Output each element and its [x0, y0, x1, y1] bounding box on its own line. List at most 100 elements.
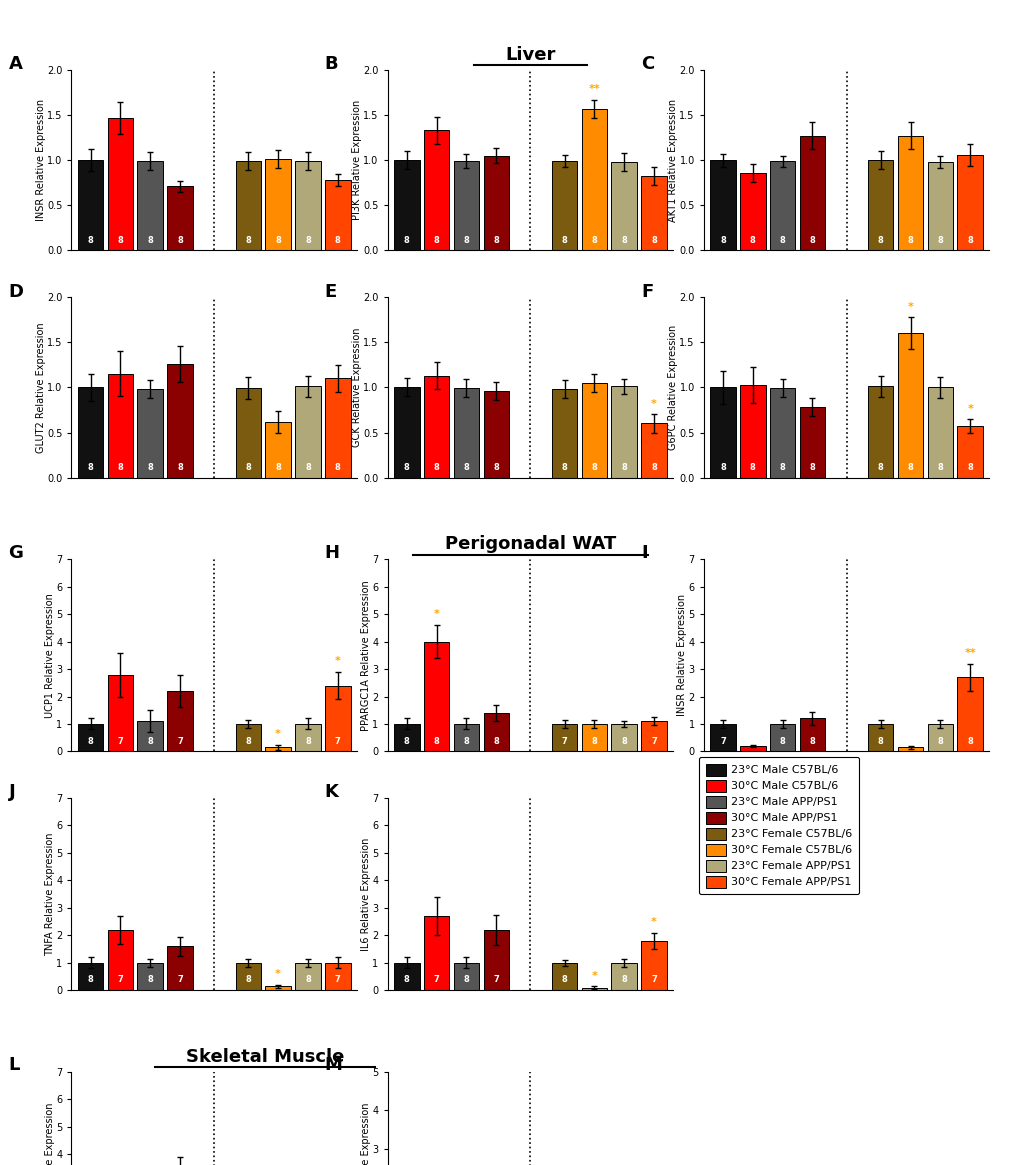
Bar — [709, 388, 735, 478]
Text: Skeletal Muscle: Skeletal Muscle — [185, 1048, 344, 1066]
Bar — [641, 424, 666, 478]
Text: 8: 8 — [88, 236, 94, 245]
Bar — [740, 746, 765, 751]
Y-axis label: INSR Relative Expression: INSR Relative Expression — [677, 594, 687, 716]
Bar — [138, 389, 163, 478]
Bar — [453, 723, 479, 751]
Text: 8: 8 — [334, 464, 340, 472]
Text: 8: 8 — [650, 464, 656, 472]
Text: 8: 8 — [88, 464, 94, 472]
Text: 8: 8 — [334, 236, 340, 245]
Bar — [740, 384, 765, 478]
Bar — [957, 155, 982, 250]
Text: 8: 8 — [907, 736, 913, 746]
Text: *: * — [275, 729, 281, 740]
Bar — [108, 930, 133, 990]
Bar — [581, 723, 606, 751]
Bar — [641, 941, 666, 990]
Text: B: B — [324, 56, 338, 73]
Bar — [265, 986, 290, 990]
Text: 8: 8 — [246, 736, 251, 746]
Bar — [424, 375, 449, 478]
Text: 8: 8 — [966, 236, 972, 245]
Text: 8: 8 — [404, 736, 410, 746]
Text: 8: 8 — [88, 736, 94, 746]
Text: **: ** — [963, 648, 975, 658]
Bar — [483, 391, 508, 478]
Bar — [424, 642, 449, 751]
Text: 8: 8 — [779, 464, 785, 472]
Bar — [799, 408, 824, 478]
Text: 8: 8 — [177, 464, 182, 472]
Y-axis label: TNFA Relative Expression: TNFA Relative Expression — [45, 832, 55, 956]
Text: Liver: Liver — [504, 47, 555, 64]
Bar — [610, 162, 636, 250]
Text: 8: 8 — [591, 975, 597, 984]
Text: H: H — [324, 544, 339, 562]
Text: *: * — [591, 970, 597, 981]
Text: 8: 8 — [404, 464, 410, 472]
Text: 8: 8 — [809, 736, 814, 746]
Bar — [769, 161, 795, 250]
Text: 8: 8 — [147, 236, 153, 245]
Bar — [610, 723, 636, 751]
Bar — [294, 723, 320, 751]
Text: 8: 8 — [147, 975, 153, 984]
Bar — [483, 156, 508, 250]
Bar — [294, 962, 320, 990]
Bar — [393, 388, 419, 478]
Bar — [167, 946, 193, 990]
Text: 8: 8 — [305, 975, 311, 984]
Text: 8: 8 — [275, 236, 281, 245]
Text: 8: 8 — [779, 736, 785, 746]
Bar — [581, 383, 606, 478]
Text: 7: 7 — [117, 736, 123, 746]
Text: J: J — [8, 783, 15, 800]
Bar — [167, 363, 193, 478]
Text: 8: 8 — [463, 736, 469, 746]
Text: 8: 8 — [177, 236, 182, 245]
Y-axis label: GLUT1 Relative Expression: GLUT1 Relative Expression — [361, 1102, 371, 1165]
Y-axis label: UCP1 Relative Expression: UCP1 Relative Expression — [45, 593, 55, 718]
Text: 8: 8 — [493, 236, 498, 245]
Text: 8: 8 — [147, 736, 153, 746]
Text: 8: 8 — [246, 975, 251, 984]
Bar — [294, 161, 320, 250]
Text: 8: 8 — [561, 464, 567, 472]
Bar — [393, 161, 419, 250]
Bar — [641, 721, 666, 751]
Text: 8: 8 — [749, 464, 755, 472]
Text: 8: 8 — [433, 736, 439, 746]
Bar — [799, 136, 824, 250]
Text: 7: 7 — [749, 736, 755, 746]
Text: 8: 8 — [463, 464, 469, 472]
Text: 8: 8 — [966, 464, 972, 472]
Text: 8: 8 — [936, 464, 943, 472]
Bar — [265, 160, 290, 250]
Bar — [897, 333, 922, 478]
Text: 8: 8 — [591, 464, 597, 472]
Bar — [108, 675, 133, 751]
Text: 8: 8 — [275, 464, 281, 472]
Bar — [740, 172, 765, 250]
Bar — [551, 161, 577, 250]
Text: *: * — [650, 400, 656, 409]
Text: 7: 7 — [334, 736, 340, 746]
Bar — [453, 161, 479, 250]
Bar — [235, 723, 261, 751]
Text: E: E — [324, 283, 336, 301]
Y-axis label: G6PC Relative Expression: G6PC Relative Expression — [667, 325, 678, 450]
Legend: 23°C Male C57BL/6, 30°C Male C57BL/6, 23°C Male APP/PS1, 30°C Male APP/PS1, 23°C: 23°C Male C57BL/6, 30°C Male C57BL/6, 23… — [698, 757, 858, 895]
Text: 8: 8 — [117, 464, 123, 472]
Bar — [108, 118, 133, 250]
Bar — [897, 747, 922, 751]
Y-axis label: GCK Relative Expression: GCK Relative Expression — [352, 327, 362, 447]
Text: *: * — [334, 656, 340, 666]
Bar — [926, 388, 952, 478]
Text: 8: 8 — [966, 736, 972, 746]
Y-axis label: GLUT4 Relative Expression: GLUT4 Relative Expression — [45, 1102, 55, 1165]
Text: *: * — [275, 969, 281, 979]
Bar — [551, 962, 577, 990]
Text: 8: 8 — [809, 236, 814, 245]
Text: **: ** — [588, 84, 599, 94]
